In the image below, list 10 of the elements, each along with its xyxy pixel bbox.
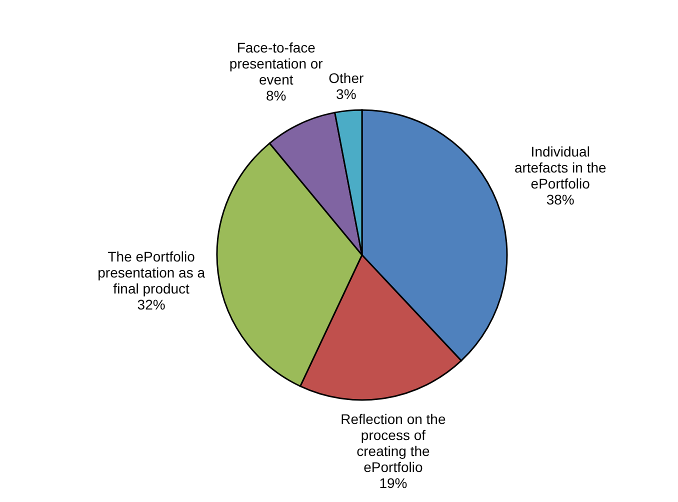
data-label: 38% <box>546 191 574 208</box>
slice-label: Individual artefacts in the ePortfolio <box>514 143 607 192</box>
data-label: 8% <box>266 88 286 104</box>
slice-label: Reflection on the process of creating the ePortfolio <box>340 411 446 476</box>
data-label: 32% <box>137 296 166 313</box>
slice-label: Other <box>328 70 364 86</box>
data-label: 3% <box>336 86 356 102</box>
data-label: 19% <box>379 475 408 492</box>
slice-label: The ePortfolio presentation as a final product <box>98 248 206 297</box>
slice-label: Face-to-face presentation or event <box>229 40 324 88</box>
